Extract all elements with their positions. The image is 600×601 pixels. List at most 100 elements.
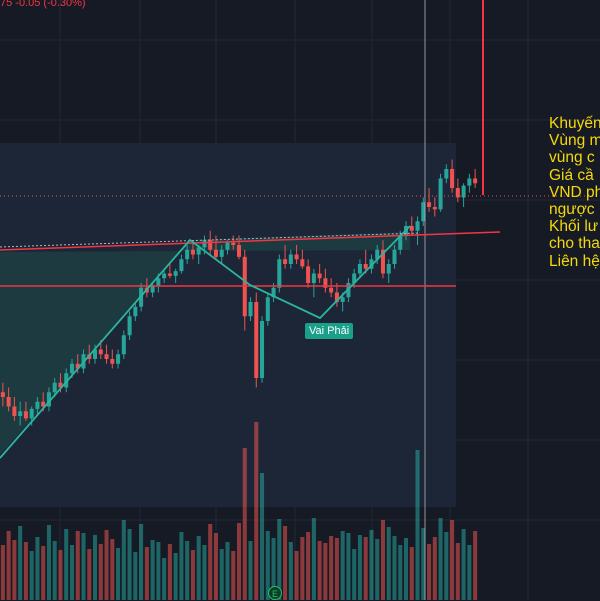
candle bbox=[438, 173, 443, 212]
candle bbox=[236, 235, 242, 260]
note-line: Khối lư bbox=[549, 218, 599, 236]
volume-bar bbox=[398, 545, 403, 600]
note-line: vùng c bbox=[549, 149, 595, 167]
note-line: Liên hệ bbox=[549, 252, 600, 270]
candle bbox=[52, 378, 57, 397]
candle bbox=[121, 330, 126, 359]
note-line: Vùng m bbox=[549, 132, 600, 150]
candle-body bbox=[386, 264, 391, 274]
candle bbox=[167, 264, 172, 279]
candle bbox=[317, 264, 322, 283]
earnings-event-icon[interactable]: E bbox=[268, 586, 282, 600]
note-line: cho tha bbox=[549, 235, 600, 253]
candle-body bbox=[133, 306, 138, 317]
candle bbox=[127, 311, 132, 340]
candle-body bbox=[265, 297, 270, 321]
candle bbox=[110, 349, 115, 369]
candle bbox=[196, 245, 201, 264]
candle-body bbox=[0, 392, 5, 397]
candle-body bbox=[150, 285, 155, 293]
candle bbox=[254, 292, 259, 388]
candle-body bbox=[288, 254, 293, 264]
candle bbox=[421, 197, 426, 226]
candle bbox=[173, 268, 178, 283]
candle-body bbox=[231, 242, 236, 245]
ticker-change-readout: 75 -0.05 (-0.30%) bbox=[0, 0, 86, 9]
volume-bar bbox=[386, 527, 391, 600]
candle-body bbox=[190, 249, 195, 255]
volume-bar bbox=[380, 520, 385, 600]
candle-body bbox=[104, 354, 109, 359]
volume-bar bbox=[300, 537, 305, 600]
candle-body bbox=[444, 169, 449, 179]
candle bbox=[185, 245, 190, 264]
candle bbox=[329, 278, 334, 298]
volume-bar bbox=[58, 550, 63, 600]
note-line: VND ph bbox=[549, 183, 600, 201]
candle-body bbox=[461, 185, 466, 198]
volume-bar bbox=[75, 531, 80, 600]
candle-body bbox=[167, 273, 172, 276]
volume-bar bbox=[288, 542, 293, 600]
pattern-label-vai-phai[interactable]: Vai Phải bbox=[305, 323, 354, 339]
candle bbox=[450, 159, 455, 193]
volume-bar bbox=[421, 528, 426, 600]
volume-bar bbox=[254, 422, 259, 600]
candle bbox=[116, 349, 121, 369]
volume-bar bbox=[311, 518, 316, 600]
volume-bar bbox=[248, 541, 253, 600]
candle-body bbox=[375, 249, 380, 260]
volume-bar bbox=[461, 529, 466, 600]
volume-bar bbox=[93, 535, 98, 600]
volume-bar bbox=[265, 531, 270, 600]
candle-body bbox=[156, 278, 161, 286]
candle-body bbox=[202, 240, 207, 248]
volume-bar bbox=[352, 549, 357, 600]
volume-bar bbox=[427, 544, 432, 600]
candle-body bbox=[369, 259, 374, 269]
volume-bar bbox=[260, 473, 265, 600]
trend-shaded-area bbox=[0, 232, 410, 455]
candle-body bbox=[213, 249, 218, 257]
candle-body bbox=[58, 382, 63, 388]
volume-bar bbox=[23, 542, 28, 600]
volume-bar bbox=[139, 524, 144, 600]
candle bbox=[288, 249, 293, 269]
note-line: Khuyến bbox=[549, 115, 600, 132]
volume-bar bbox=[346, 533, 351, 600]
candle-body bbox=[41, 401, 46, 407]
candle-body bbox=[173, 271, 178, 276]
candle-body bbox=[208, 240, 213, 250]
candle-body bbox=[254, 302, 259, 378]
candle bbox=[352, 268, 357, 288]
volume-bar bbox=[323, 543, 328, 600]
candle-body bbox=[64, 373, 69, 388]
candle bbox=[6, 387, 11, 412]
candle-body bbox=[409, 226, 414, 231]
volume-bar bbox=[236, 523, 242, 600]
candle-body bbox=[6, 397, 11, 407]
candle-body bbox=[196, 247, 201, 255]
candle bbox=[461, 183, 466, 207]
note-line: Giá cầ bbox=[549, 166, 594, 184]
volume-bar bbox=[242, 448, 247, 600]
candle-body bbox=[225, 242, 230, 250]
volume-bar bbox=[69, 545, 75, 600]
candle-body bbox=[283, 259, 288, 264]
candle bbox=[357, 259, 362, 279]
candle-body bbox=[110, 359, 115, 364]
candle-body bbox=[260, 321, 265, 378]
volume-bar bbox=[225, 542, 230, 600]
volume-bar bbox=[202, 545, 207, 600]
candle-body bbox=[236, 245, 242, 257]
candle-body bbox=[300, 259, 305, 267]
candle-body bbox=[334, 292, 339, 302]
candle-body bbox=[69, 363, 75, 374]
promo-note: Khuyến Vùng m vùng c Giá cầ VND ph ngược… bbox=[549, 115, 600, 270]
candle bbox=[248, 297, 253, 321]
candle-body bbox=[277, 259, 282, 288]
volume-bar bbox=[455, 543, 460, 600]
candle bbox=[473, 169, 478, 188]
volume-bar bbox=[6, 531, 11, 600]
